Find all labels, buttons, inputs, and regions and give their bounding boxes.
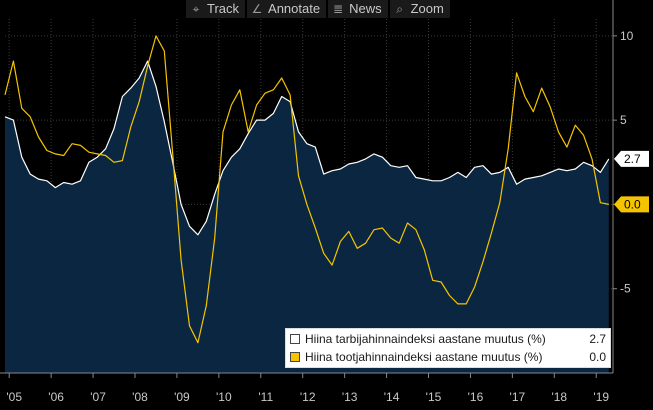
zoom-label: Zoom <box>410 1 444 16</box>
annotate-label: Annotate <box>268 1 321 16</box>
x-tick-label: '14 <box>384 390 400 404</box>
track-button[interactable]: ⌖ Track <box>186 0 246 18</box>
zoom-icon: ⌕ <box>396 2 403 16</box>
news-label: News <box>349 1 382 16</box>
annotate-button[interactable]: ∠ Annotate <box>247 0 327 18</box>
legend-label-ppi: Hiina tootjahinnaindeksi aastane muutus … <box>305 349 543 364</box>
crosshair-icon: ⌖ <box>192 2 200 16</box>
series-line-1[interactable] <box>4 35 609 344</box>
legend-value-cpi: 2.7 <box>589 331 606 346</box>
x-tick-label: '09 <box>174 390 190 404</box>
last-value-label: 0.0 <box>624 197 641 211</box>
news-button[interactable]: ≣ News <box>328 0 388 18</box>
x-tick-label: '13 <box>342 390 358 404</box>
x-tick-label: '16 <box>468 390 484 404</box>
track-label: Track <box>207 1 240 16</box>
last-value-badge <box>614 150 649 167</box>
area-layer <box>5 61 609 373</box>
lines-layer <box>4 35 610 344</box>
last-value-badge <box>614 196 649 213</box>
series-line-0[interactable] <box>4 60 610 236</box>
last-value-label: 2.7 <box>624 152 641 166</box>
zoom-button[interactable]: ⌕ Zoom <box>389 0 450 18</box>
news-icon: ≣ <box>333 2 344 16</box>
legend-value-ppi: 0.0 <box>589 349 606 364</box>
legend-swatch-cpi <box>290 333 300 344</box>
x-tick-label: '11 <box>258 390 273 404</box>
x-tick-label: '19 <box>593 390 609 404</box>
y-tick-label: 5 <box>620 113 627 127</box>
chart-legend: Hiina tarbijahinnaindeksi aastane muutus… <box>285 328 611 368</box>
x-tick-label: '06 <box>48 390 64 404</box>
y-tick-label: -5 <box>620 282 631 296</box>
series-area-0 <box>5 61 609 373</box>
x-tick-label: '05 <box>6 390 22 404</box>
x-tick-label: '15 <box>426 390 442 404</box>
x-tick-label: '17 <box>510 390 526 404</box>
last-value-tag-0: 2.7 <box>614 150 649 167</box>
legend-swatch-ppi <box>290 351 300 362</box>
pencil-icon: ∠ <box>251 2 263 16</box>
axis-layer: '05 '06 '07 '08 '09 '10 '11 '12 '13 '14 '15 '16 '17 '… <box>0 0 649 404</box>
y-tick-label: 10 <box>620 29 634 43</box>
last-value-tag-1: 0.0 <box>614 196 649 213</box>
legend-entry-cpi[interactable]: Hiina tarbijahinnaindeksi aastane muutus… <box>286 330 610 347</box>
legend-entry-ppi[interactable]: Hiina tootjahinnaindeksi aastane muutus … <box>286 348 610 365</box>
legend-label-cpi: Hiina tarbijahinnaindeksi aastane muutus… <box>305 331 546 346</box>
x-tick-label: '18 <box>551 390 567 404</box>
x-tick-label: '08 <box>132 390 148 404</box>
x-tick-label: '10 <box>216 390 232 404</box>
chart-toolbar: ⌖ Track ∠ Annotate ≣ News ⌕ Zoom <box>186 0 450 18</box>
x-tick-label: '07 <box>90 390 106 404</box>
x-tick-label: '12 <box>300 390 316 404</box>
